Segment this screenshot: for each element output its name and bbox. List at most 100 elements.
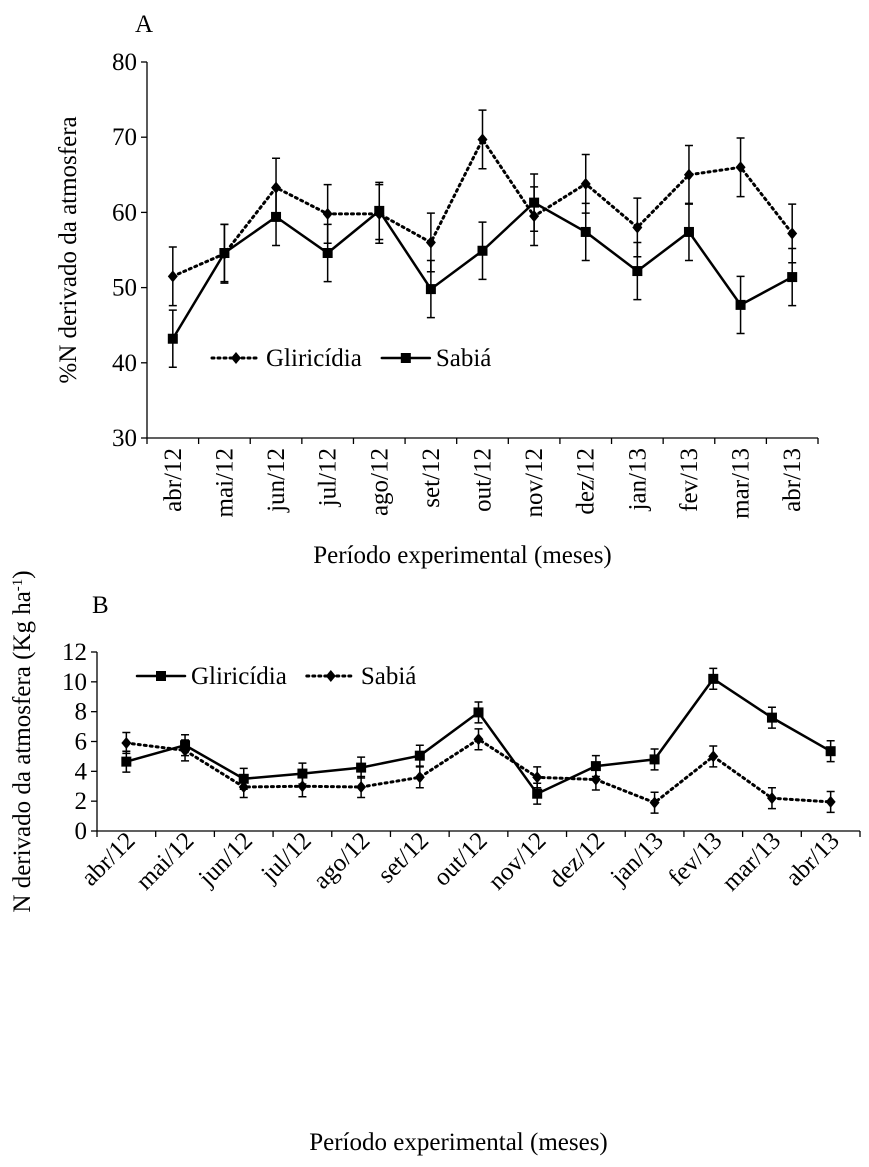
marker — [825, 795, 836, 808]
marker — [121, 736, 132, 749]
marker — [167, 270, 178, 283]
marker — [473, 733, 484, 746]
y-axis-title-part: -1 — [10, 579, 26, 592]
marker — [580, 177, 591, 190]
legend-marker — [325, 670, 336, 682]
marker — [414, 771, 425, 784]
marker — [425, 284, 436, 295]
y-axis-title-part: N derivado da atmosfera (Kg ha — [9, 591, 36, 912]
y-tick-label: 30 — [112, 425, 137, 452]
y-tick-label: 4 — [75, 758, 88, 785]
x-tick-label: fev/13 — [676, 448, 703, 512]
y-tick-label: 8 — [75, 699, 88, 726]
x-tick-label: abr/12 — [160, 448, 187, 512]
marker — [787, 227, 798, 240]
legend-marker — [400, 353, 411, 363]
marker — [121, 756, 132, 767]
y-tick-label: 12 — [62, 639, 87, 666]
legend-marker — [156, 671, 166, 681]
marker — [374, 205, 385, 216]
y-tick-label: 80 — [112, 49, 137, 76]
x-tick-label: dez/12 — [544, 827, 610, 893]
marker — [414, 750, 425, 761]
marker — [649, 796, 660, 809]
x-tick-label: set/12 — [418, 448, 445, 508]
y-tick-label: 0 — [75, 818, 88, 845]
x-tick-label: set/12 — [373, 827, 434, 888]
marker — [219, 248, 230, 259]
marker — [271, 211, 282, 222]
x-tick-label: jun/12 — [263, 448, 290, 513]
marker — [477, 133, 488, 146]
y-tick-label: 2 — [75, 788, 88, 815]
marker — [297, 768, 308, 779]
panel-label: B — [92, 592, 109, 619]
legend-label: Gliricídia — [266, 345, 362, 372]
x-tick-label: jul/12 — [315, 448, 342, 507]
x-tick-label: jul/12 — [256, 827, 317, 888]
marker — [632, 266, 643, 277]
y-axis-title: N derivado da atmosfera (Kg ha-1) — [9, 570, 36, 912]
y-tick-label: 60 — [112, 199, 137, 226]
marker — [580, 226, 591, 237]
legend-label: Sabiá — [361, 663, 417, 690]
marker — [708, 673, 719, 684]
y-tick-label: 40 — [112, 350, 137, 377]
x-tick-label: mar/13 — [728, 448, 755, 519]
x-tick-label: mar/13 — [717, 827, 786, 896]
x-tick-label: abr/13 — [781, 827, 845, 891]
marker — [473, 707, 484, 718]
marker — [322, 248, 333, 259]
y-tick-label: 10 — [62, 669, 87, 696]
marker — [649, 754, 660, 765]
series — [167, 173, 798, 369]
marker — [708, 750, 719, 763]
x-tick-label: jan/13 — [605, 827, 669, 891]
marker — [787, 272, 798, 283]
x-tick-label: ago/12 — [308, 827, 375, 894]
legend-marker — [231, 352, 241, 364]
marker — [590, 761, 601, 772]
marker — [167, 333, 178, 344]
marker — [683, 168, 694, 181]
y-axis-title-part: ) — [9, 570, 36, 578]
x-axis-title: Período experimental (meses) — [313, 542, 612, 569]
marker — [425, 236, 436, 249]
x-tick-label: nov/12 — [483, 827, 551, 895]
marker — [180, 744, 191, 757]
marker — [632, 221, 643, 234]
x-axis-title: Período experimental (meses) — [309, 1129, 608, 1156]
x-tick-label: jan/13 — [624, 448, 651, 512]
legend-label: Gliricídia — [191, 663, 287, 690]
marker — [590, 773, 601, 786]
marker — [735, 161, 746, 174]
x-tick-label: dez/12 — [573, 448, 600, 515]
x-tick-label: abr/13 — [779, 448, 806, 512]
marker — [683, 226, 694, 237]
y-axis-title: %N derivado da atmosfera — [55, 116, 82, 383]
series — [121, 728, 836, 814]
marker — [356, 780, 367, 793]
legend-label: Sabiá — [436, 345, 492, 372]
marker — [532, 788, 543, 799]
x-tick-label: mai/12 — [131, 827, 199, 895]
x-tick-label: out/12 — [470, 448, 497, 512]
x-tick-label: nov/12 — [521, 448, 548, 517]
marker — [735, 299, 746, 310]
marker — [356, 762, 367, 773]
x-tick-label: ago/12 — [366, 448, 393, 516]
marker — [271, 181, 282, 194]
marker — [766, 792, 777, 805]
x-tick-label: mai/12 — [211, 448, 238, 517]
marker — [532, 771, 543, 784]
panel-label: A — [135, 11, 153, 38]
x-tick-label: fev/13 — [663, 827, 727, 891]
marker — [238, 780, 249, 793]
y-tick-label: 6 — [75, 729, 88, 756]
marker — [825, 746, 836, 757]
y-tick-label: 70 — [112, 124, 137, 151]
marker — [297, 780, 308, 793]
marker — [529, 197, 540, 208]
marker — [477, 245, 488, 256]
